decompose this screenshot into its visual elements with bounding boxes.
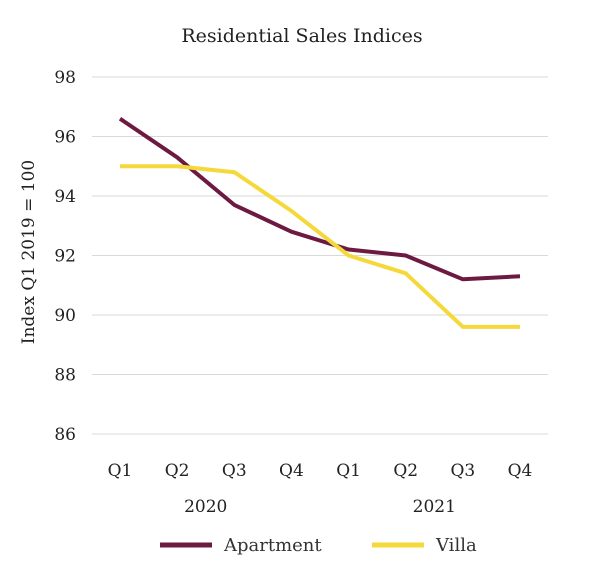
y-tick-label: 86	[54, 425, 76, 445]
y-tick-label: 94	[54, 187, 76, 207]
legend-label-villa: Villa	[435, 535, 477, 556]
x-tick-label: Q2	[393, 461, 418, 481]
x-tick-label: Q2	[165, 461, 190, 481]
x-tick-label: Q4	[279, 461, 304, 481]
legend: Apartment Villa	[160, 535, 477, 556]
x-tick-label: Q1	[336, 461, 361, 481]
x-tick-label: Q1	[108, 461, 133, 481]
x-tick-label: Q3	[450, 461, 475, 481]
y-tick-label: 90	[54, 306, 76, 326]
year-group-label: 2021	[413, 497, 456, 517]
y-tick-label: 98	[54, 68, 76, 88]
y-tick-label: 92	[54, 247, 76, 267]
x-tick-label: Q4	[508, 461, 533, 481]
series-line-villa	[120, 164, 520, 329]
year-group-label: 2020	[184, 497, 227, 517]
y-tick-label: 88	[54, 366, 76, 386]
series-line-apartment	[118, 117, 521, 282]
series-lines	[118, 117, 521, 329]
x-axis-ticks: Q1 Q2 Q3 Q4 Q1 Q2 Q3 Q4 2020 2021	[108, 461, 533, 517]
y-tick-label: 96	[54, 128, 76, 148]
chart-title: Residential Sales Indices	[181, 25, 422, 47]
gridlines	[92, 76, 548, 435]
x-tick-label: Q3	[222, 461, 247, 481]
legend-label-apartment: Apartment	[223, 535, 322, 556]
y-axis-ticks: 86 88 90 92 94 96 98	[54, 68, 76, 445]
y-axis-label: Index Q1 2019 = 100	[19, 160, 39, 345]
